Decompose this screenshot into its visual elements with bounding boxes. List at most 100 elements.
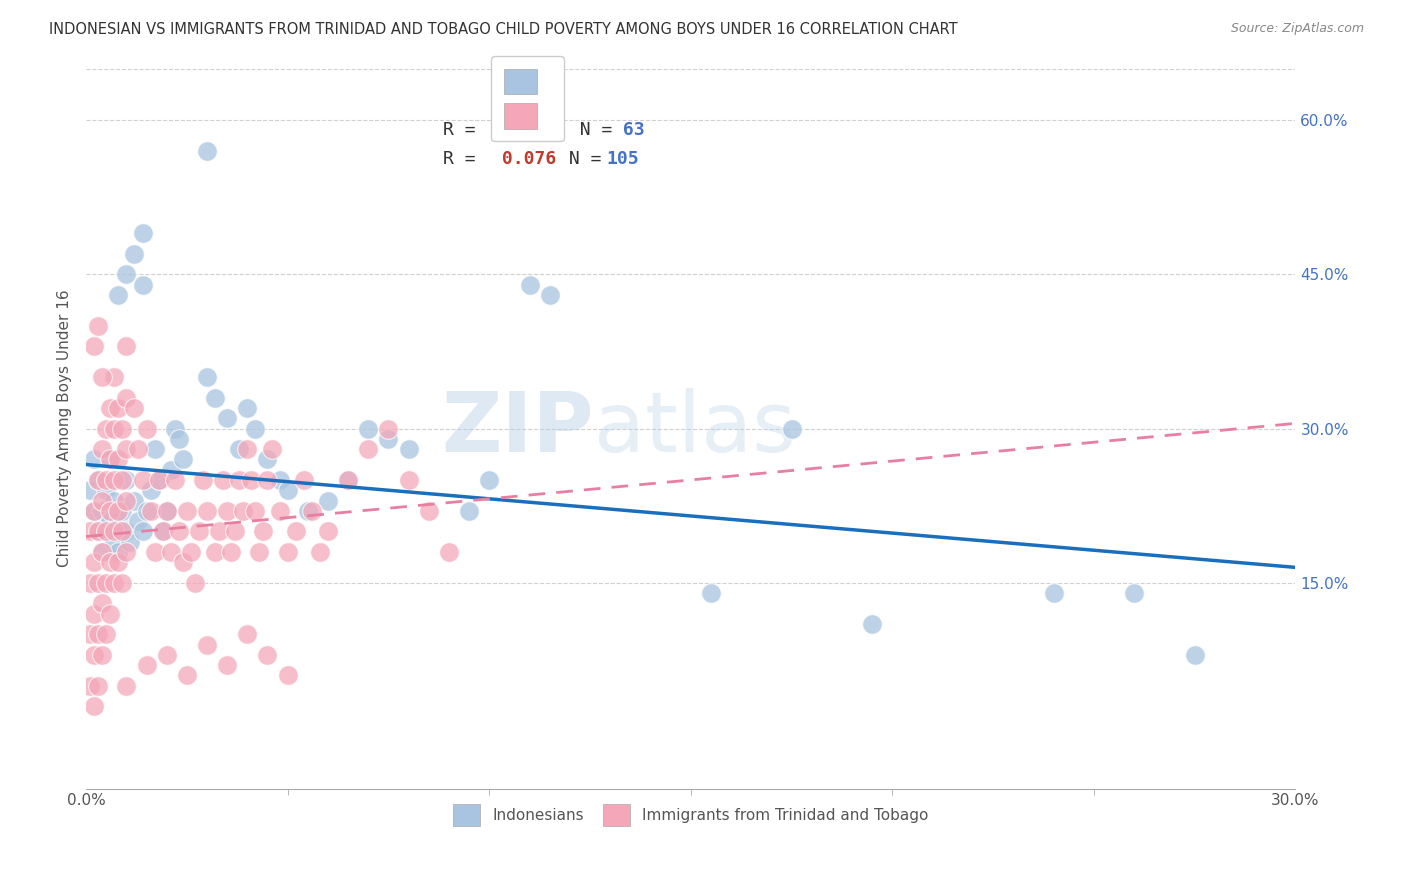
Point xyxy=(224,524,246,539)
Point xyxy=(107,555,129,569)
Point xyxy=(115,679,138,693)
Point xyxy=(316,493,339,508)
Point xyxy=(79,524,101,539)
Point xyxy=(87,679,110,693)
Point xyxy=(83,699,105,714)
Point xyxy=(83,504,105,518)
Point xyxy=(208,524,231,539)
Point xyxy=(398,442,420,456)
Point xyxy=(236,401,259,415)
Point xyxy=(111,524,134,539)
Point xyxy=(111,473,134,487)
Point xyxy=(152,524,174,539)
Point xyxy=(127,514,149,528)
Point xyxy=(96,627,118,641)
Point xyxy=(91,596,114,610)
Point xyxy=(269,473,291,487)
Point xyxy=(204,545,226,559)
Point xyxy=(135,658,157,673)
Point xyxy=(228,442,250,456)
Point xyxy=(115,493,138,508)
Point xyxy=(1184,648,1206,662)
Text: -0.153: -0.153 xyxy=(491,120,557,139)
Point xyxy=(87,575,110,590)
Point xyxy=(143,442,166,456)
Point xyxy=(357,442,380,456)
Text: ZIP: ZIP xyxy=(441,388,593,469)
Text: 105: 105 xyxy=(606,150,638,168)
Text: N =: N = xyxy=(558,150,612,168)
Point xyxy=(91,442,114,456)
Point xyxy=(91,504,114,518)
Point xyxy=(115,545,138,559)
Point xyxy=(131,473,153,487)
Point xyxy=(187,524,209,539)
Point xyxy=(115,442,138,456)
Point xyxy=(83,504,105,518)
Point xyxy=(269,504,291,518)
Point xyxy=(96,483,118,498)
Text: 0.076: 0.076 xyxy=(491,150,557,168)
Point xyxy=(96,473,118,487)
Point xyxy=(240,473,263,487)
Point xyxy=(103,370,125,384)
Point xyxy=(79,627,101,641)
Point xyxy=(79,483,101,498)
Point xyxy=(98,555,121,569)
Point xyxy=(98,607,121,621)
Point xyxy=(309,545,332,559)
Point xyxy=(180,545,202,559)
Point xyxy=(212,473,235,487)
Point xyxy=(103,421,125,435)
Point xyxy=(135,504,157,518)
Point xyxy=(83,648,105,662)
Point xyxy=(176,504,198,518)
Text: R =: R = xyxy=(443,120,486,139)
Point xyxy=(357,421,380,435)
Point xyxy=(172,452,194,467)
Point xyxy=(91,545,114,559)
Point xyxy=(228,473,250,487)
Point xyxy=(87,627,110,641)
Point xyxy=(191,473,214,487)
Point xyxy=(107,288,129,302)
Point xyxy=(87,524,110,539)
Point xyxy=(195,144,218,158)
Point xyxy=(111,421,134,435)
Point xyxy=(103,493,125,508)
Point xyxy=(337,473,360,487)
Point xyxy=(700,586,723,600)
Point xyxy=(249,545,271,559)
Point xyxy=(256,473,278,487)
Point xyxy=(83,452,105,467)
Point xyxy=(135,421,157,435)
Point xyxy=(163,421,186,435)
Point xyxy=(860,616,883,631)
Text: N =: N = xyxy=(558,120,623,139)
Point xyxy=(167,524,190,539)
Point xyxy=(124,246,146,260)
Point xyxy=(316,524,339,539)
Point xyxy=(232,504,254,518)
Point xyxy=(111,575,134,590)
Point xyxy=(398,473,420,487)
Point xyxy=(124,401,146,415)
Point xyxy=(98,504,121,518)
Point xyxy=(195,638,218,652)
Point xyxy=(256,452,278,467)
Text: R =: R = xyxy=(443,150,486,168)
Point xyxy=(377,432,399,446)
Point xyxy=(111,504,134,518)
Point xyxy=(301,504,323,518)
Point xyxy=(176,668,198,682)
Text: Source: ZipAtlas.com: Source: ZipAtlas.com xyxy=(1230,22,1364,36)
Legend: Indonesians, Immigrants from Trinidad and Tobago: Indonesians, Immigrants from Trinidad an… xyxy=(444,795,938,835)
Point xyxy=(96,524,118,539)
Point xyxy=(103,534,125,549)
Point xyxy=(91,493,114,508)
Point xyxy=(260,442,283,456)
Point xyxy=(478,473,501,487)
Point xyxy=(91,545,114,559)
Point xyxy=(91,648,114,662)
Point xyxy=(83,339,105,353)
